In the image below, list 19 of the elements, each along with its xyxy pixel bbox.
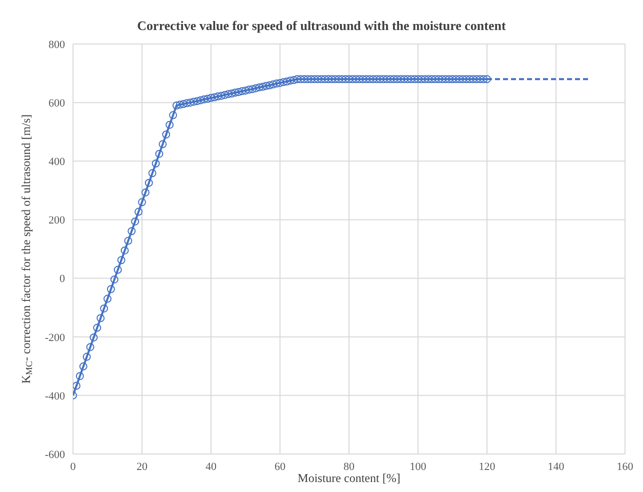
y-tick-label: -200 xyxy=(44,332,66,344)
x-tick-label: 20 xyxy=(136,460,148,473)
x-tick-label: 0 xyxy=(70,460,76,473)
chart-title: Corrective value for speed of ultrasound with the moisture content xyxy=(136,17,507,35)
x-tick-label: 100 xyxy=(410,460,427,473)
x-tick-label: 60 xyxy=(274,460,286,473)
y-tick-label: -600 xyxy=(44,448,66,461)
x-axis-title: Moisture content [%] xyxy=(298,471,400,485)
y-tick-label: 0 xyxy=(60,273,66,286)
x-tick-label: 160 xyxy=(616,460,634,473)
y-tick-label: 600 xyxy=(48,97,66,110)
y-tick-label: 800 xyxy=(48,38,66,51)
x-tick-label: 80 xyxy=(344,460,355,473)
y-tick-label: -400 xyxy=(44,390,66,402)
y-tick-label: 400 xyxy=(48,156,66,168)
x-tick-label: 140 xyxy=(548,460,565,473)
y-tick-label: 200 xyxy=(48,214,66,227)
x-tick-label: 40 xyxy=(206,460,217,473)
x-tick-label: 120 xyxy=(478,460,496,473)
